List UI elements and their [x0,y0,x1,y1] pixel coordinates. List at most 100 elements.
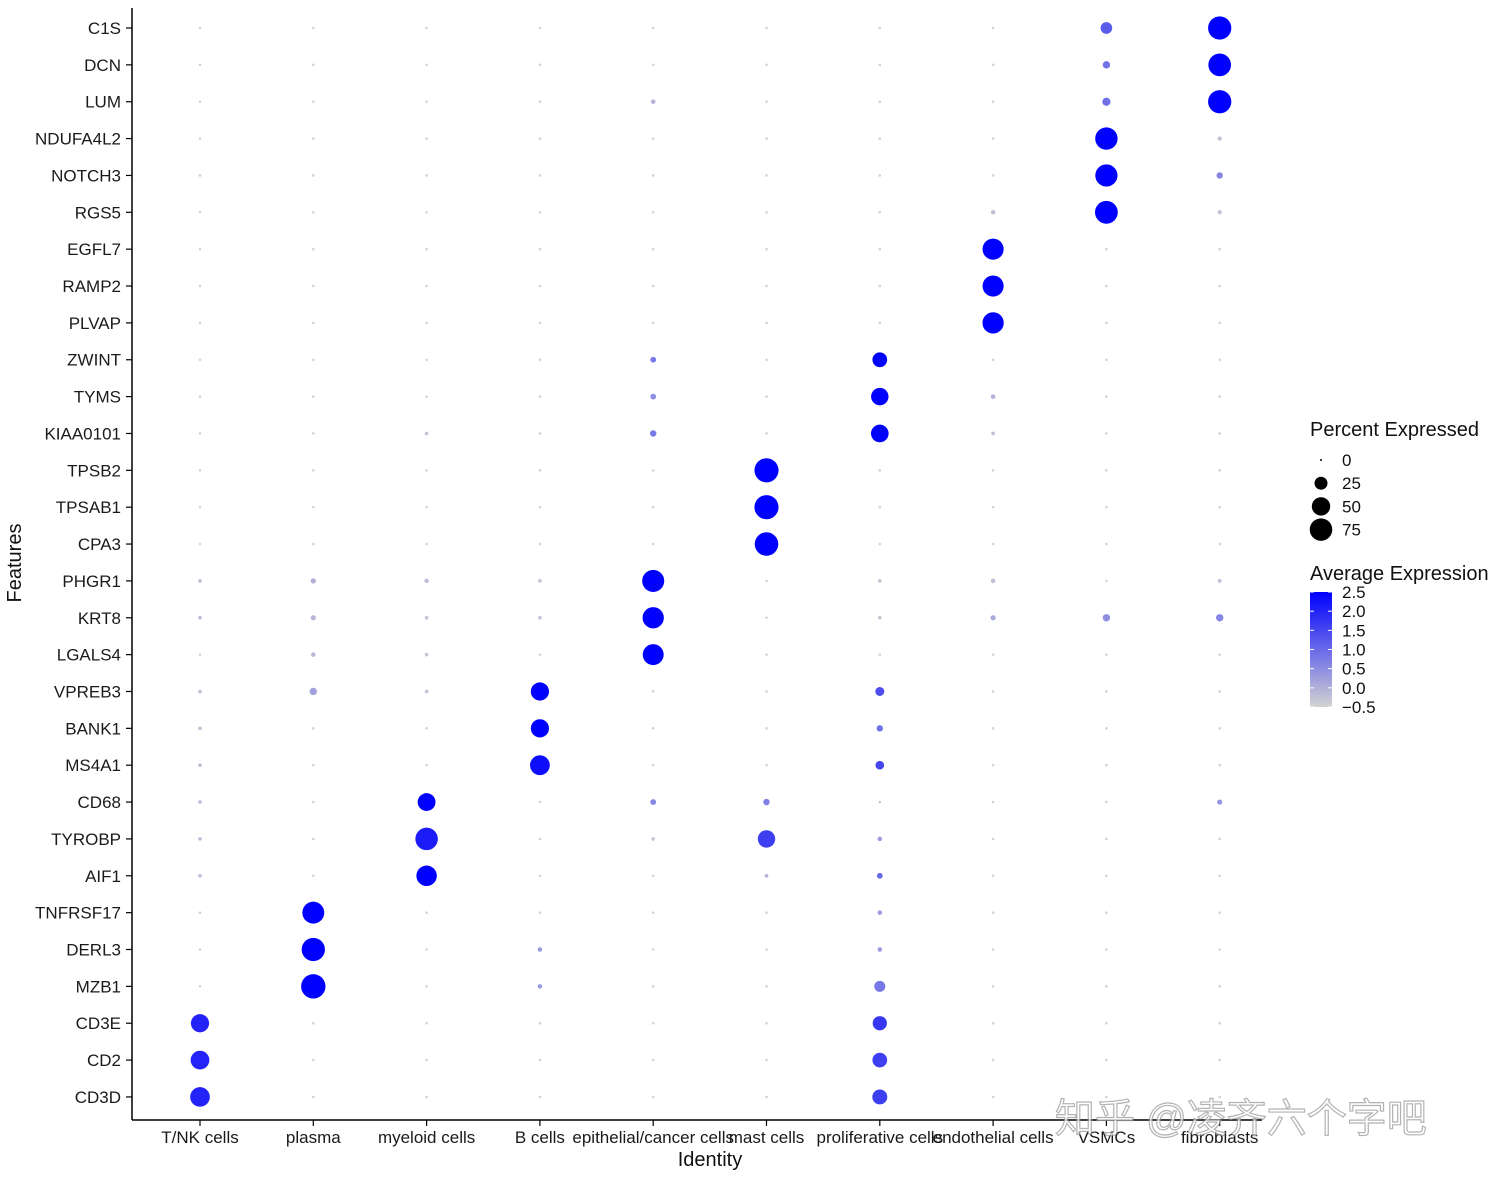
feature-label-krt8: KRT8 [78,609,121,628]
feature-label-cpa3: CPA3 [78,535,121,554]
dot-lgals4-4 [642,644,664,666]
dot-lum-6 [878,100,882,104]
legend-size-dot [1309,518,1333,541]
dot-tpsb2-6 [878,469,882,472]
dot-c1s-9 [1208,16,1232,40]
legend-size-label: 50 [1342,497,1361,516]
dot-notch3-5 [765,174,768,177]
dot-zwint-6 [872,352,888,368]
dot-rgs5-9 [1217,210,1222,215]
dot-aif1-2 [416,865,437,887]
dot-derl3-6 [877,947,883,952]
identity-label-b-cells: B cells [515,1128,565,1147]
dot-aif1-7 [991,874,995,878]
dot-tyms-2 [425,395,428,398]
dot-lum-8 [1102,97,1111,106]
dot-ndufa4l2-3 [538,137,542,140]
dot-egfl7-8 [1105,247,1108,251]
legend-size-title: Percent Expressed [1310,419,1479,441]
dot-phgr1-8 [1105,579,1108,583]
dot-ramp2-7 [982,275,1004,297]
dot-mzb1-7 [991,985,995,988]
dot-kiaa0101-7 [991,431,995,436]
dot-plvap-8 [1105,321,1108,325]
dot-lum-4 [650,99,656,104]
dot-mzb1-0 [198,985,202,988]
feature-label-bank1: BANK1 [65,719,121,738]
feature-label-tyms: TYMS [74,388,121,407]
dot-tyrobp-8 [1105,837,1108,841]
dot-egfl7-4 [651,247,655,251]
dot-kiaa0101-9 [1218,432,1221,435]
dot-tnfrsf17-7 [991,911,995,914]
dot-krt8-6 [877,615,882,620]
dot-egfl7-1 [312,247,315,251]
dot-tnfrsf17-3 [538,911,542,914]
dot-ramp2-0 [198,284,202,288]
dot-ndufa4l2-1 [312,137,315,140]
dot-tyrobp-1 [312,837,315,841]
dot-lum-3 [538,100,542,104]
dot-cd2-0 [190,1050,210,1070]
dot-lgals4-9 [1218,653,1221,656]
feature-label-kiaa0101: KIAA0101 [44,424,121,443]
identity-label-vsmcs: VSMCs [1078,1128,1136,1147]
identity-label-proliferative-cells: proliferative cells [816,1128,943,1147]
dot-aif1-5 [764,873,769,878]
dot-tyrobp-5 [757,830,776,848]
dot-zwint-7 [991,358,995,362]
legend-size-label: 25 [1342,474,1361,493]
dot-phgr1-3 [538,579,542,583]
dot-cd3e-3 [538,1021,542,1025]
dot-kiaa0101-3 [538,432,542,435]
dot-egfl7-6 [878,247,882,251]
dot-bank1-1 [312,727,315,730]
dot-cd68-3 [538,800,542,804]
dot-tpsab1-5 [754,495,779,520]
dot-tpsb2-2 [425,469,428,472]
dot-kiaa0101-6 [870,424,889,443]
dot-notch3-8 [1095,164,1118,187]
dot-dcn-4 [651,63,655,67]
dot-notch3-1 [312,174,315,177]
dot-cd2-9 [1218,1058,1221,1062]
dot-vpreb3-0 [198,689,202,694]
dot-lgals4-3 [538,653,542,656]
dot-derl3-3 [537,947,543,952]
dot-cd68-5 [763,798,770,806]
dot-phgr1-0 [198,579,202,583]
dot-derl3-8 [1105,948,1108,951]
dot-tpsab1-9 [1218,505,1221,509]
dot-plvap-7 [982,312,1004,334]
dot-ramp2-2 [425,284,428,288]
dot-cd3d-7 [991,1095,995,1099]
dot-cpa3-8 [1105,542,1108,546]
dot-bank1-6 [876,725,883,732]
legend-size-dot [1311,497,1331,516]
dot-derl3-2 [425,948,428,951]
identity-label-t-nk-cells: T/NK cells [161,1128,238,1147]
dot-cpa3-9 [1218,542,1221,546]
feature-label-rgs5: RGS5 [75,203,121,222]
dot-kiaa0101-8 [1105,432,1108,435]
dot-tyms-4 [650,393,657,400]
dot-cpa3-7 [991,542,995,546]
dot-vpreb3-9 [1218,690,1221,693]
feature-label-phgr1: PHGR1 [62,572,121,591]
legend-size-dot [1314,476,1328,490]
dot-ndufa4l2-6 [878,137,882,140]
feature-label-egfl7: EGFL7 [67,240,121,259]
feature-label-cd68: CD68 [78,793,121,812]
dot-aif1-8 [1105,874,1108,878]
dot-cd2-5 [765,1058,768,1062]
dot-cd3d-9 [1218,1095,1221,1099]
dot-tpsab1-7 [991,505,995,509]
dot-ndufa4l2-2 [425,137,428,140]
dot-notch3-9 [1216,172,1223,179]
dot-tpsb2-5 [754,458,779,483]
dot-ndufa4l2-5 [765,137,768,140]
dot-ms4a1-2 [425,763,428,767]
dot-mzb1-4 [651,985,655,988]
dot-c1s-5 [765,26,768,30]
dot-ms4a1-5 [765,763,768,767]
